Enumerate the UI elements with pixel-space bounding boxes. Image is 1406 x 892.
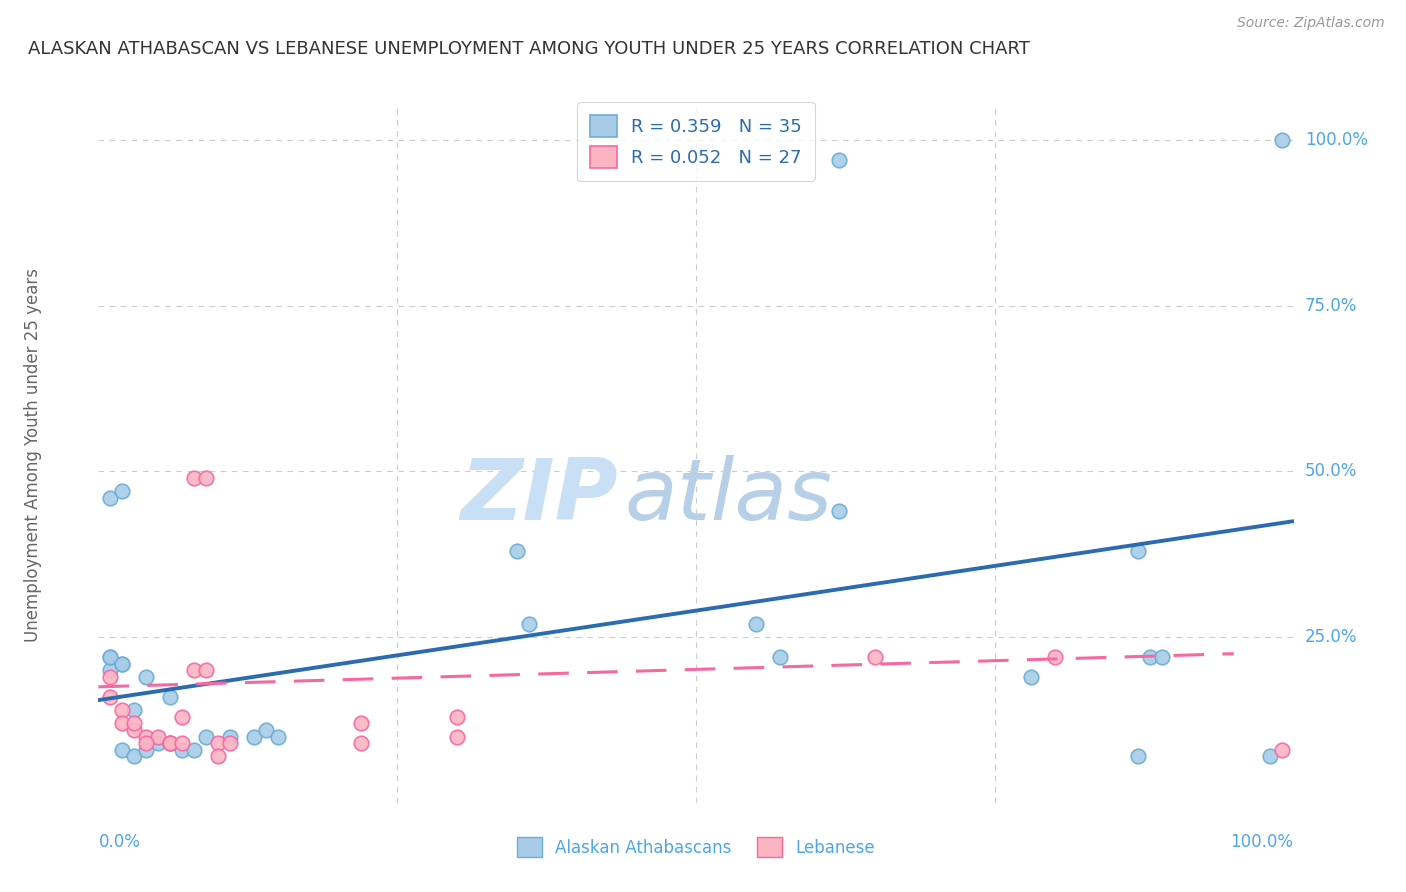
Text: Source: ZipAtlas.com: Source: ZipAtlas.com xyxy=(1237,16,1385,30)
Legend: Alaskan Athabascans, Lebanese: Alaskan Athabascans, Lebanese xyxy=(510,830,882,864)
Point xyxy=(111,657,134,671)
Text: ZIP: ZIP xyxy=(461,455,619,538)
Point xyxy=(159,736,181,750)
Point xyxy=(446,709,468,723)
Point xyxy=(1128,749,1150,764)
Text: 25.0%: 25.0% xyxy=(1305,628,1357,646)
Point xyxy=(1139,650,1161,665)
Point xyxy=(865,650,887,665)
Text: 100.0%: 100.0% xyxy=(1230,833,1294,851)
Point xyxy=(124,716,146,731)
Point xyxy=(828,504,851,518)
Point xyxy=(98,650,122,665)
Text: 0.0%: 0.0% xyxy=(98,833,141,851)
Point xyxy=(745,616,768,631)
Point xyxy=(124,723,146,737)
Point xyxy=(135,736,157,750)
Point xyxy=(219,736,242,750)
Point xyxy=(183,743,205,757)
Text: atlas: atlas xyxy=(624,455,832,538)
Point xyxy=(267,730,290,744)
Point xyxy=(350,736,373,750)
Point xyxy=(1043,650,1066,665)
Point xyxy=(183,663,205,677)
Point xyxy=(135,730,157,744)
Point xyxy=(98,690,122,704)
Point xyxy=(195,471,218,485)
Point xyxy=(111,743,134,757)
Point xyxy=(124,703,146,717)
Point xyxy=(350,716,373,731)
Point xyxy=(828,153,851,167)
Point xyxy=(111,703,134,717)
Point xyxy=(172,736,194,750)
Point xyxy=(446,730,468,744)
Text: 100.0%: 100.0% xyxy=(1305,131,1368,149)
Point xyxy=(195,730,218,744)
Point xyxy=(219,730,242,744)
Text: ALASKAN ATHABASCAN VS LEBANESE UNEMPLOYMENT AMONG YOUTH UNDER 25 YEARS CORRELATI: ALASKAN ATHABASCAN VS LEBANESE UNEMPLOYM… xyxy=(28,40,1031,58)
Point xyxy=(207,749,229,764)
Point xyxy=(98,670,122,684)
Point xyxy=(148,730,170,744)
Point xyxy=(111,484,134,499)
Point xyxy=(517,616,540,631)
Text: 75.0%: 75.0% xyxy=(1305,297,1357,315)
Point xyxy=(124,749,146,764)
Point xyxy=(98,491,122,505)
Point xyxy=(159,736,181,750)
Point xyxy=(254,723,277,737)
Point xyxy=(159,736,181,750)
Point xyxy=(111,657,134,671)
Point xyxy=(172,709,194,723)
Point xyxy=(172,743,194,757)
Point xyxy=(135,743,157,757)
Text: 50.0%: 50.0% xyxy=(1305,462,1357,481)
Point xyxy=(1258,749,1281,764)
Point xyxy=(148,736,170,750)
Point xyxy=(1271,133,1294,147)
Point xyxy=(98,663,122,677)
Point xyxy=(207,736,229,750)
Point xyxy=(1128,544,1150,558)
Point xyxy=(506,544,529,558)
Point xyxy=(1271,743,1294,757)
Point xyxy=(243,730,266,744)
Point xyxy=(183,471,205,485)
Point xyxy=(1152,650,1174,665)
Point xyxy=(159,690,181,704)
Point xyxy=(1019,670,1042,684)
Point xyxy=(195,663,218,677)
Point xyxy=(111,716,134,731)
Text: Unemployment Among Youth under 25 years: Unemployment Among Youth under 25 years xyxy=(24,268,42,642)
Point xyxy=(98,650,122,665)
Point xyxy=(768,650,790,665)
Point xyxy=(135,670,157,684)
